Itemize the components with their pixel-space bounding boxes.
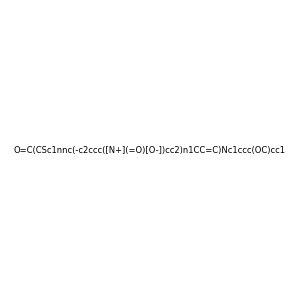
Text: O=C(CSc1nnc(-c2ccc([N+](=O)[O-])cc2)n1CC=C)Nc1ccc(OC)cc1: O=C(CSc1nnc(-c2ccc([N+](=O)[O-])cc2)n1CC…: [14, 146, 286, 154]
